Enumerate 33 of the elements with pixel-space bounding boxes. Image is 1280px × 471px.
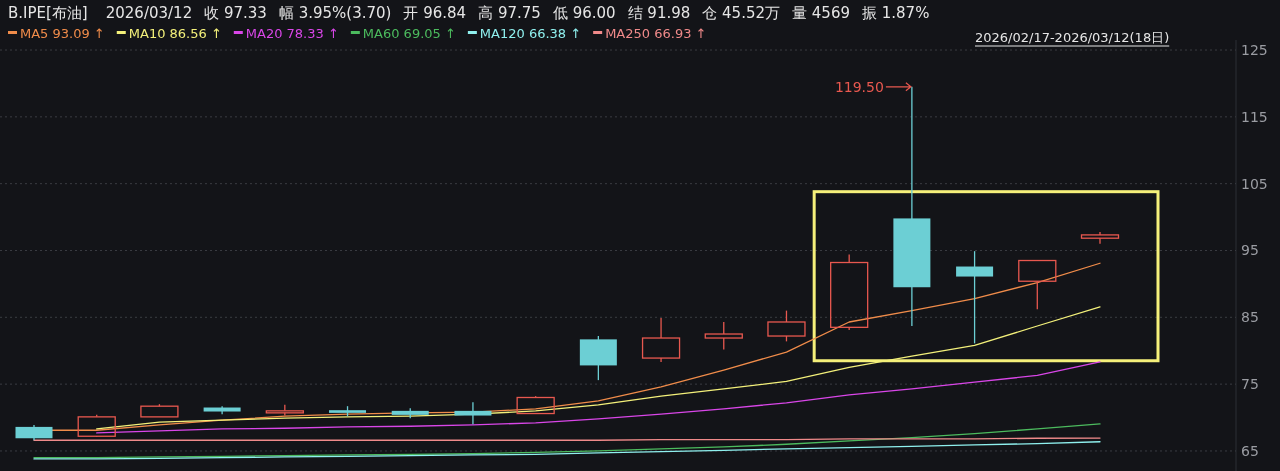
- candlestick: [641, 317, 681, 363]
- chart-subtitle: 2026/02/17-2026/03/12(18日): [975, 30, 1170, 45]
- candlestick: [956, 250, 994, 345]
- text: 开 96.84: [403, 4, 467, 22]
- y-tick-label: 95: [1241, 242, 1259, 259]
- legend-label: MA5 93.09 ↑: [20, 26, 105, 41]
- text: 结 91.98: [627, 4, 691, 22]
- candlestick: [1080, 231, 1120, 245]
- text: 高 97.75: [478, 4, 541, 22]
- text: 量 4569: [792, 4, 850, 22]
- line-series: [33, 441, 1101, 460]
- text: 低 96.00: [552, 4, 616, 22]
- y-tick-label: 65: [1241, 442, 1259, 459]
- text: 收 97.33: [204, 4, 267, 22]
- line-series: [96, 361, 1101, 434]
- annotation: 119.50: [834, 78, 884, 95]
- legend-label: MA10 86.56 ↑: [128, 26, 222, 41]
- text: 幅 3.95%(3.70): [278, 4, 392, 22]
- line-series: [33, 423, 1101, 459]
- legend-label: MA20 78.33 ↑: [245, 26, 339, 41]
- legend-label: MA120 66.38 ↑: [479, 26, 582, 41]
- y-tick-label: 115: [1241, 108, 1268, 125]
- chart-title: B.IPE[布油]: [8, 4, 88, 22]
- legend-label: MA60 69.05 ↑: [362, 26, 456, 41]
- y-tick-label: 75: [1241, 376, 1259, 393]
- y-tick-label: 105: [1241, 175, 1268, 192]
- legend-label: MA250 66.93 ↑: [605, 26, 707, 41]
- text: 仓 45.52万: [702, 4, 781, 22]
- line-series: [96, 306, 1101, 430]
- y-tick-label: 125: [1241, 42, 1268, 59]
- text: 振 1.87%: [861, 4, 930, 22]
- text: 2026/03/12: [105, 4, 193, 22]
- y-tick-label: 85: [1241, 309, 1259, 326]
